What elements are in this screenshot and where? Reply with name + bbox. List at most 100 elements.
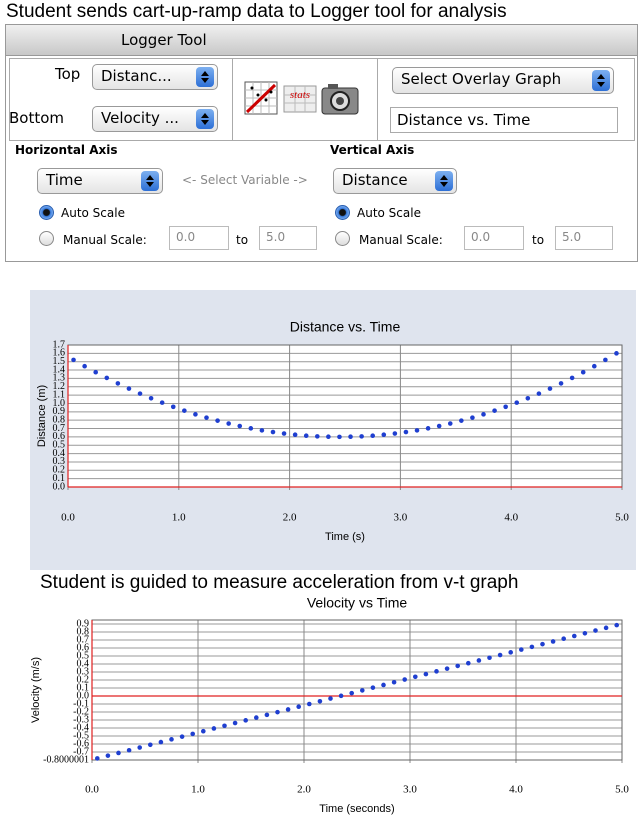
y-tick-label: -0.6 — [73, 738, 89, 749]
y-tick-label: 1.2 — [53, 381, 66, 392]
data-point — [264, 712, 270, 718]
y-tick-label: 0.0 — [53, 481, 66, 492]
y-tick-label: -0.1 — [73, 698, 89, 709]
data-point — [159, 400, 165, 405]
data-point — [348, 434, 353, 440]
x-tick-label: 2.0 — [297, 784, 311, 796]
data-point — [423, 671, 429, 677]
data-point — [179, 734, 185, 739]
data-point — [211, 726, 217, 731]
data-point — [434, 669, 439, 674]
data-point — [572, 633, 577, 639]
data-point — [580, 369, 586, 375]
x-tick-label: 3.0 — [403, 784, 417, 796]
y-tick-label: 1.3 — [53, 373, 66, 384]
data-point — [592, 363, 597, 369]
y-tick-label: 0.1 — [53, 473, 66, 484]
x-tick-label: 2.0 — [283, 512, 297, 524]
max-field[interactable]: 5.0 — [259, 226, 317, 250]
bottom-select[interactable]: Velocity ... — [92, 106, 218, 132]
data-point — [519, 647, 524, 652]
data-point — [466, 660, 471, 666]
data-point — [414, 428, 420, 433]
data-point — [222, 723, 227, 729]
field-text: 5.0 — [562, 230, 582, 244]
data-point — [514, 400, 520, 405]
y-tick-label: 0.0 — [77, 690, 90, 701]
radio-manual[interactable] — [39, 231, 54, 246]
data-point — [137, 745, 142, 750]
y-tick-label: 1.6 — [53, 348, 66, 359]
data-point — [215, 418, 220, 423]
data-point — [204, 415, 209, 420]
data-point — [614, 351, 619, 356]
max-field[interactable]: 5.0 — [555, 226, 613, 250]
top-select[interactable]: Distanc... — [92, 64, 218, 90]
data-point — [82, 363, 87, 369]
data-point — [281, 431, 287, 436]
overlay-field[interactable]: Distance vs. Time — [390, 107, 618, 133]
panel-title: Logger Tool — [121, 31, 207, 49]
data-point — [370, 433, 376, 439]
x-tick-label: 1.0 — [172, 512, 186, 524]
stats-icon[interactable] — [283, 85, 317, 113]
radio-label: Auto Scale — [357, 206, 421, 220]
y-tick-label: -0.4 — [73, 722, 89, 733]
tool-icons[interactable]: stats — [244, 80, 366, 116]
y-tick-label: 1.0 — [53, 398, 66, 409]
axis-heading: Horizontal Axis — [15, 143, 118, 157]
x-tick-label: 4.0 — [509, 784, 523, 796]
stepper — [435, 171, 453, 191]
y-tick-label: 0.3 — [77, 666, 90, 677]
data-point — [193, 412, 198, 417]
data-point — [296, 704, 302, 710]
data-point — [95, 756, 100, 761]
min-field[interactable]: 0.0 — [464, 226, 524, 250]
radio-manual[interactable] — [335, 231, 350, 246]
data-point — [126, 747, 132, 753]
chart-title: Velocity vs Time — [307, 595, 408, 611]
data-point — [487, 655, 492, 661]
bottom-label: Bottom — [9, 109, 65, 127]
data-point — [593, 628, 598, 633]
data-point — [558, 381, 564, 386]
data-point — [337, 434, 342, 440]
data-point — [444, 666, 450, 671]
plot-area — [68, 345, 622, 487]
y-tick-label: 0.7 — [77, 634, 90, 645]
data-point — [248, 426, 254, 431]
stepper — [592, 70, 610, 91]
y-tick-label: 1.5 — [53, 356, 66, 367]
y-tick-label: 0.9 — [53, 406, 66, 417]
data-point — [603, 357, 608, 363]
horizontal-select[interactable]: Time — [37, 168, 163, 194]
data-point — [285, 707, 291, 712]
data-point — [328, 696, 333, 701]
radio-label: Manual Scale: — [63, 233, 147, 247]
data-point — [525, 395, 531, 401]
data-point — [402, 677, 408, 682]
radio-auto[interactable] — [39, 205, 54, 220]
data-point — [508, 650, 513, 655]
data-point — [425, 426, 431, 431]
data-point — [459, 418, 464, 423]
radio-auto[interactable] — [335, 205, 350, 220]
data-point — [226, 421, 231, 426]
field-text: Distance vs. Time — [397, 111, 531, 129]
min-field[interactable]: 0.0 — [169, 226, 229, 250]
y-tick-label: 0.2 — [53, 465, 66, 476]
y-tick-label: 1.1 — [53, 389, 66, 400]
vertical-select[interactable]: Distance — [333, 168, 457, 194]
y-tick-label: 0.3 — [53, 456, 66, 467]
data-point — [481, 412, 486, 417]
y-tick-label: 0.8 — [77, 626, 90, 637]
axis-heading: Vertical Axis — [330, 143, 415, 157]
y-tick-label: 1.4 — [53, 364, 66, 375]
data-point — [550, 639, 556, 644]
y-tick-label: 0.9 — [77, 618, 90, 629]
data-point — [158, 739, 164, 745]
overlay-select[interactable]: Select Overlay Graph — [392, 67, 614, 94]
data-point — [536, 391, 542, 396]
caption: Student is guided to measure acceleratio… — [40, 572, 519, 593]
